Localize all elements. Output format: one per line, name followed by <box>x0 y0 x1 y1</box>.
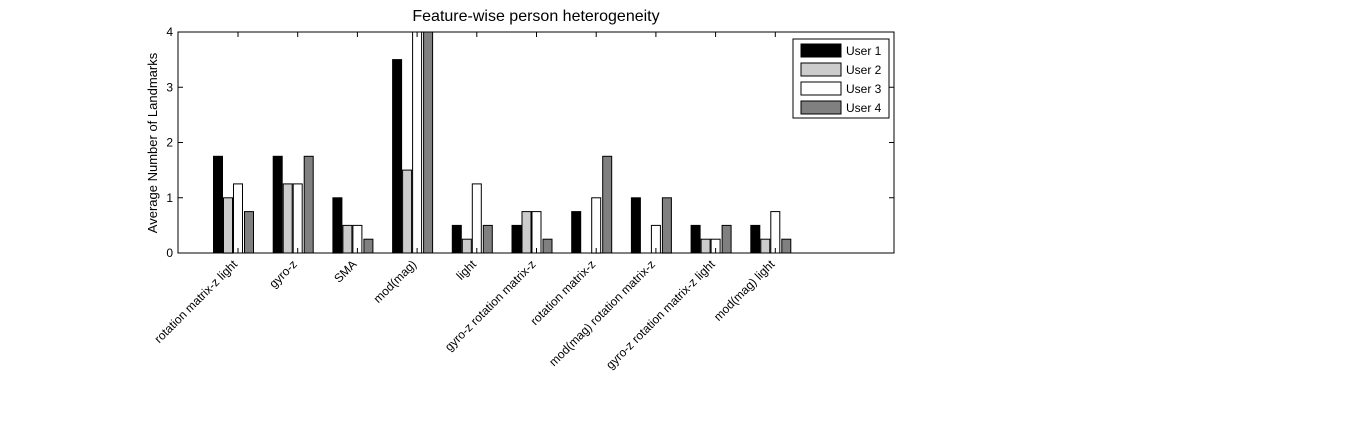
bar-4-9 <box>721 224 732 254</box>
bar-3-4 <box>412 31 423 254</box>
bar-1-7 <box>571 211 582 254</box>
bar-2-10 <box>760 238 771 254</box>
y-tick-label: 4 <box>166 25 173 39</box>
bar-1-8 <box>630 197 641 254</box>
bar-2-5 <box>461 238 472 254</box>
bar-4-5 <box>482 224 493 254</box>
bar-1-4 <box>392 59 403 254</box>
legend: User 1 User 2 User 3 User 4 <box>792 38 890 119</box>
legend-label-4: User 4 <box>846 101 882 115</box>
bar-2-9 <box>700 238 711 254</box>
bar-3-7 <box>591 197 602 254</box>
bar-4-8 <box>661 197 672 254</box>
bar-1-5 <box>451 224 462 254</box>
bar-1-1 <box>213 155 223 254</box>
y-tick-label: 1 <box>166 191 173 205</box>
bar-3-2 <box>292 183 303 254</box>
bar-1-9 <box>690 224 701 254</box>
x-tick-label: light <box>453 257 479 283</box>
bar-3-10 <box>770 211 781 254</box>
y-axis-label: Average Number of Landmarks <box>145 52 160 233</box>
legend-swatch-3 <box>800 81 842 96</box>
bar-4-1 <box>244 211 254 254</box>
y-tick-label: 3 <box>166 80 173 94</box>
bar-2-3 <box>342 224 353 254</box>
bar-2-4 <box>402 169 413 254</box>
bar-4-7 <box>602 155 613 254</box>
bar-2-1 <box>223 197 233 254</box>
bar-4-10 <box>781 238 792 254</box>
y-tick-label: 0 <box>166 246 173 260</box>
x-tick-label: mod(mag) <box>371 257 420 306</box>
bar-1-2 <box>272 155 283 254</box>
bar-3-1 <box>233 183 243 254</box>
bars-group <box>213 31 792 254</box>
legend-label-3: User 3 <box>846 82 882 96</box>
axis-ticks: 0 1 2 3 4 rotation matrix-z light gyro-z SMA mod… <box>151 25 894 372</box>
bar-3-5 <box>471 183 482 254</box>
legend-label-2: User 2 <box>846 63 882 77</box>
x-tick-label: mod(mag) light <box>711 257 778 324</box>
bar-3-6 <box>531 211 542 254</box>
x-tick-label: gyro-z <box>266 257 299 290</box>
bar-4-4 <box>423 31 434 254</box>
bar-2-6 <box>521 211 532 254</box>
bar-1-3 <box>332 197 343 254</box>
legend-swatch-4 <box>800 100 842 115</box>
chart-title: Feature-wise person heterogeneity <box>412 8 659 25</box>
bar-1-6 <box>511 224 522 254</box>
bar-1-10 <box>750 224 761 254</box>
bar-4-2 <box>303 155 314 254</box>
legend-label-1: User 1 <box>846 44 882 58</box>
x-tick-label: rotation matrix-z light <box>151 257 240 346</box>
bar-2-2 <box>282 183 293 254</box>
x-tick-label: mod(mag) rotation matrix-z <box>546 257 658 369</box>
legend-swatch-2 <box>800 62 842 77</box>
bar-4-3 <box>363 238 374 254</box>
x-tick-label: gyro-z rotation matrix-z light <box>603 257 718 372</box>
x-tick-label: SMA <box>331 257 359 285</box>
bar-4-6 <box>542 238 553 254</box>
y-tick-label: 2 <box>166 136 173 150</box>
legend-swatch-1 <box>800 43 842 58</box>
